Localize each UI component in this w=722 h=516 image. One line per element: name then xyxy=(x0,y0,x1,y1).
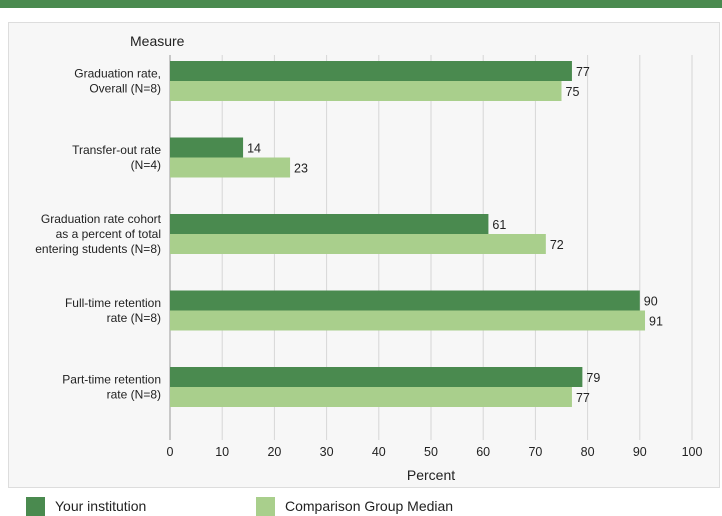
x-axis-title: Percent xyxy=(407,467,455,483)
x-tick-50: 50 xyxy=(424,445,438,459)
bar-s1-c0 xyxy=(170,81,562,101)
category-label-3-line-1: rate (N=8) xyxy=(107,311,161,325)
value-label-s0-c3: 90 xyxy=(644,295,658,309)
value-label-s0-c4: 79 xyxy=(586,371,600,385)
x-tick-70: 70 xyxy=(528,445,542,459)
bar-s0-c4 xyxy=(170,367,583,387)
category-label-1-line-0: Transfer-out rate xyxy=(72,143,161,157)
legend-item-comparison-median: Comparison Group Median xyxy=(256,496,453,516)
category-labels: Graduation rate, Overall (N=8) Transfer-ou… xyxy=(35,67,161,402)
x-tick-10: 10 xyxy=(215,445,229,459)
x-tick-100: 100 xyxy=(682,445,703,459)
category-label-2-line-1: as a percent of total xyxy=(56,227,161,241)
category-label-4-line-1: rate (N=8) xyxy=(107,388,161,402)
category-label-0: Graduation rate, Overall (N=8) xyxy=(74,67,161,96)
top-accent-bar xyxy=(0,0,722,8)
legend-label-your-institution: Your institution xyxy=(55,498,147,514)
category-label-2: Graduation rate cohort as a percent of to… xyxy=(35,212,161,256)
y-axis-title: Measure xyxy=(130,33,185,49)
bar-s1-c3 xyxy=(170,310,646,331)
bar-s1-c1 xyxy=(170,157,291,178)
category-label-4: Part-time retention rate (N=8) xyxy=(62,373,161,402)
category-label-0-line-0: Graduation rate, xyxy=(74,67,161,81)
bar-s0-c3 xyxy=(170,290,640,311)
value-label-s0-c2: 61 xyxy=(492,218,506,232)
value-label-s1-c2: 72 xyxy=(550,238,564,252)
bar-s0-c2 xyxy=(170,214,489,234)
category-label-4-line-0: Part-time retention xyxy=(62,373,161,387)
x-tick-60: 60 xyxy=(476,445,490,459)
x-tick-80: 80 xyxy=(581,445,595,459)
x-tick-40: 40 xyxy=(372,445,386,459)
legend-swatch-your-institution xyxy=(26,496,45,516)
value-label-s0-c1: 14 xyxy=(247,142,261,156)
legend-label-comparison-median: Comparison Group Median xyxy=(285,498,454,514)
x-tick-90: 90 xyxy=(633,445,647,459)
value-label-s1-c3: 91 xyxy=(649,315,663,329)
category-label-3: Full-time retention rate (N=8) xyxy=(65,296,161,325)
x-tick-20: 20 xyxy=(267,445,281,459)
category-label-0-line-1: Overall (N=8) xyxy=(89,82,161,96)
bar-s1-c2 xyxy=(170,234,546,254)
value-label-s1-c4: 77 xyxy=(576,391,590,405)
bar-s1-c4 xyxy=(170,387,572,407)
legend-swatch-comparison-median xyxy=(256,496,275,516)
value-label-s1-c0: 75 xyxy=(566,85,580,99)
legend-item-your-institution: Your institution xyxy=(26,496,146,516)
x-tick-labels: 0 10 20 30 40 50 60 70 80 90 100 xyxy=(167,445,703,459)
bar-s0-c0 xyxy=(170,61,572,81)
category-label-2-line-2: entering students (N=8) xyxy=(35,242,161,256)
category-label-3-line-0: Full-time retention xyxy=(65,296,161,310)
x-tick-30: 30 xyxy=(320,445,334,459)
bar-chart: Measure Graduation rate, Overall (N=8) Tra… xyxy=(35,33,703,483)
bars xyxy=(170,61,646,407)
x-tick-0: 0 xyxy=(167,445,174,459)
category-label-2-line-0: Graduation rate cohort xyxy=(41,212,162,226)
category-label-1-line-1: (N=4) xyxy=(131,158,161,172)
value-label-s1-c1: 23 xyxy=(294,162,308,176)
category-label-1: Transfer-out rate (N=4) xyxy=(72,143,161,172)
legend: Your institution Comparison Group Median xyxy=(0,488,722,516)
value-label-s0-c0: 77 xyxy=(576,65,590,79)
value-labels: 77 75 14 23 61 72 90 91 79 77 xyxy=(247,65,663,405)
bar-s0-c1 xyxy=(170,137,244,158)
